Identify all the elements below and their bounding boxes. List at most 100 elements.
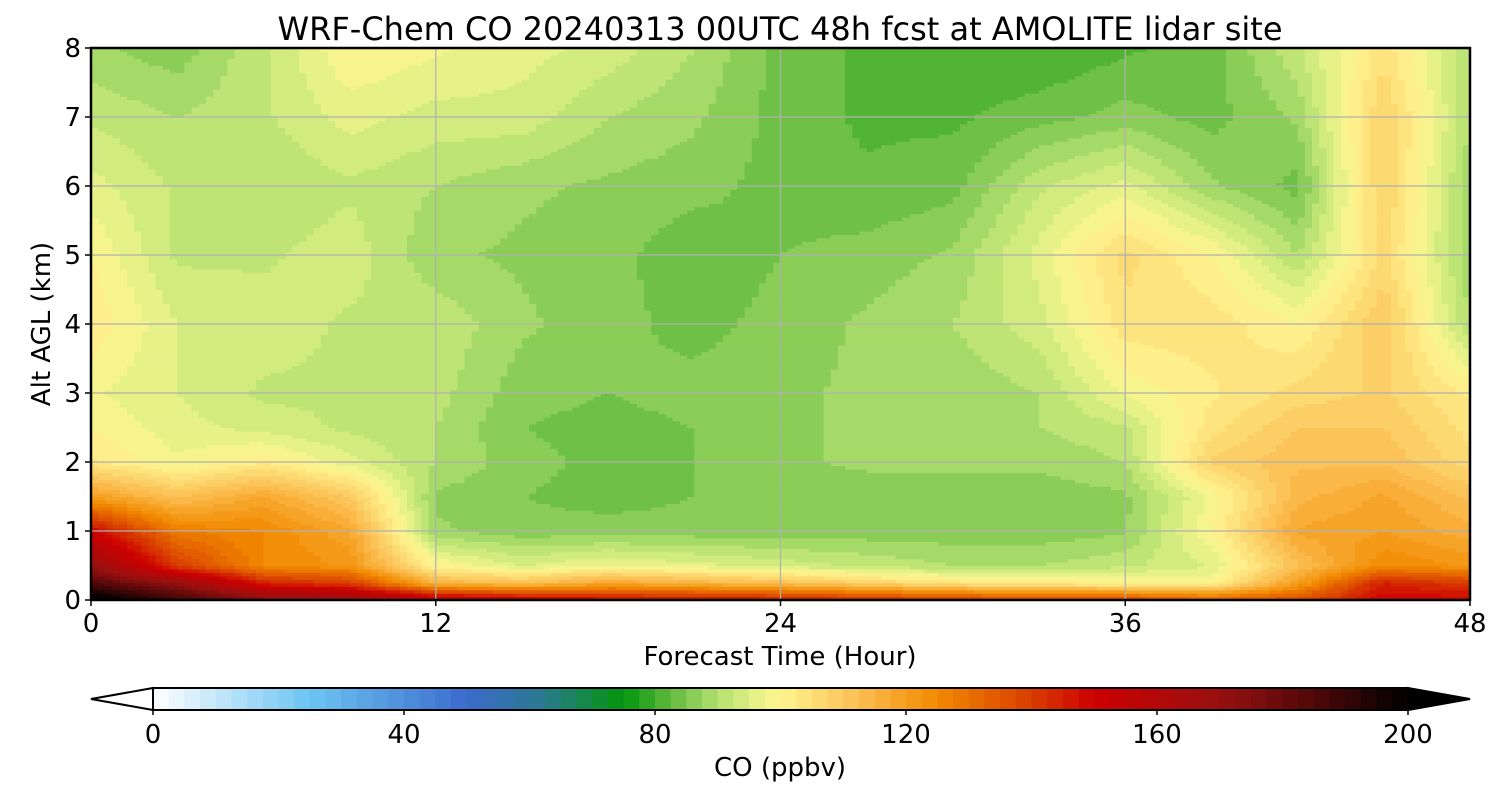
contour-cell bbox=[1268, 393, 1356, 398]
contour-cell bbox=[407, 258, 494, 263]
contour-cell bbox=[407, 520, 415, 525]
contour-cell bbox=[385, 510, 394, 515]
contour-cell bbox=[715, 96, 760, 101]
contour-cell bbox=[960, 299, 1004, 304]
contour-cell bbox=[1455, 48, 1471, 53]
contour-cell bbox=[478, 437, 545, 442]
contour-cell bbox=[148, 327, 178, 332]
contour-cell bbox=[363, 493, 379, 498]
contour-cell bbox=[1254, 251, 1277, 256]
contour-cell bbox=[1268, 468, 1299, 473]
contour-cell bbox=[442, 596, 494, 601]
contour-cell bbox=[1290, 72, 1313, 77]
contour-cell bbox=[1398, 396, 1435, 401]
contour-cell bbox=[1225, 89, 1270, 94]
contour-cell bbox=[1304, 234, 1320, 239]
contour-cell bbox=[1426, 430, 1464, 435]
contour-cell bbox=[1304, 403, 1399, 408]
contour-cell bbox=[1261, 399, 1327, 404]
contour-cell bbox=[758, 292, 882, 297]
contour-cell bbox=[1434, 403, 1471, 408]
contour-cell bbox=[227, 465, 293, 470]
contour-cell bbox=[1290, 493, 1320, 498]
contour-cell bbox=[1182, 520, 1198, 525]
contour-cell bbox=[148, 265, 193, 270]
contour-cell bbox=[1003, 372, 1055, 377]
contour-cell bbox=[1218, 593, 1241, 598]
contour-cell bbox=[694, 465, 846, 470]
contour-cell bbox=[119, 375, 178, 380]
contour-cell bbox=[1462, 175, 1471, 180]
contour-cell bbox=[1319, 217, 1335, 222]
contour-cell bbox=[1082, 192, 1148, 197]
contour-cell bbox=[1419, 272, 1428, 277]
contour-cell bbox=[586, 179, 739, 184]
contour-cell bbox=[536, 303, 645, 308]
contour-cell bbox=[1462, 479, 1471, 484]
contour-cell bbox=[1247, 527, 1263, 532]
contour-cell bbox=[1254, 213, 1284, 218]
contour-cell bbox=[1082, 289, 1105, 294]
contour-cell bbox=[1340, 113, 1349, 118]
contour-cell bbox=[1347, 310, 1371, 315]
contour-cell bbox=[177, 327, 329, 332]
contour-cell bbox=[349, 303, 458, 308]
contour-cell bbox=[392, 524, 401, 529]
contour-cell bbox=[1197, 524, 1213, 529]
contour-cell bbox=[1434, 241, 1450, 246]
contour-cell bbox=[1419, 199, 1428, 204]
contour-cell bbox=[1010, 161, 1055, 166]
contour-cell bbox=[1132, 234, 1169, 239]
contour-cell bbox=[1161, 513, 1184, 518]
contour-cell bbox=[1448, 123, 1457, 128]
contour-cell bbox=[1426, 165, 1442, 170]
contour-cell bbox=[371, 244, 408, 249]
contour-cell bbox=[105, 520, 114, 525]
contour-cell bbox=[1290, 520, 1313, 525]
contour-cell bbox=[1462, 265, 1471, 270]
contour-cell bbox=[1441, 506, 1471, 511]
contour-cell bbox=[1319, 230, 1327, 235]
contour-cell bbox=[1434, 103, 1450, 108]
contour-cell bbox=[435, 455, 487, 460]
contour-cell bbox=[478, 327, 537, 332]
contour-cell bbox=[1347, 103, 1363, 108]
contour-cell bbox=[241, 486, 279, 491]
contour-cell bbox=[1426, 203, 1442, 208]
contour-cell bbox=[1355, 279, 1371, 284]
contour-cell bbox=[126, 406, 193, 411]
contour-cell bbox=[141, 248, 171, 253]
contour-cell bbox=[845, 110, 983, 115]
contour-cell bbox=[1398, 120, 1414, 125]
contour-cell bbox=[1218, 130, 1299, 135]
contour-cell bbox=[1103, 203, 1141, 208]
contour-cell bbox=[486, 451, 559, 456]
contour-cell bbox=[1189, 182, 1220, 187]
contour-cell bbox=[91, 51, 128, 56]
contour-cell bbox=[1225, 120, 1292, 125]
contour-cell bbox=[1247, 544, 1263, 549]
contour-cell bbox=[1369, 144, 1399, 149]
contour-cell bbox=[960, 230, 990, 235]
contour-cell bbox=[1146, 434, 1162, 439]
contour-cell bbox=[486, 448, 559, 453]
contour-cell bbox=[1110, 551, 1155, 556]
contour-cell bbox=[823, 406, 1040, 411]
contour-cell bbox=[1225, 48, 1248, 53]
contour-cell bbox=[328, 61, 422, 66]
contour-cell bbox=[1347, 182, 1356, 187]
contour-cell bbox=[119, 479, 157, 484]
contour-cell bbox=[1218, 227, 1248, 232]
contour-cell bbox=[1053, 375, 1083, 380]
contour-cell bbox=[1311, 75, 1327, 80]
contour-cell bbox=[1426, 479, 1464, 484]
contour-cell bbox=[1347, 313, 1371, 318]
contour-cell bbox=[1297, 89, 1313, 94]
contour-cell bbox=[1326, 575, 1342, 580]
contour-cell bbox=[414, 568, 422, 573]
contour-cell bbox=[1369, 596, 1471, 601]
contour-cell bbox=[1369, 575, 1378, 580]
contour-cell bbox=[1254, 479, 1270, 484]
contour-cell bbox=[1333, 582, 1349, 587]
contour-cell bbox=[407, 568, 415, 573]
